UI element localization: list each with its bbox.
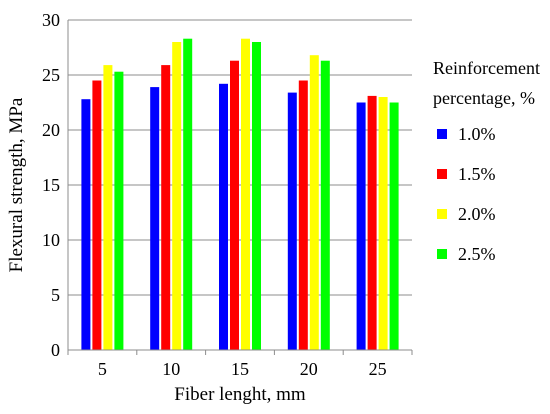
legend-label: 2.5% [458, 244, 496, 264]
bar-1-5pct-cat-10 [161, 65, 171, 350]
gridlines [68, 19, 412, 296]
bar-2-5pct-cat-15 [252, 42, 261, 350]
bar-2-5pct-cat-10 [183, 38, 193, 350]
bar-1-0pct-cat-25 [356, 102, 366, 350]
bar-2-0pct-cat-20 [309, 55, 319, 350]
y-tick-label: 0 [51, 340, 60, 360]
x-tick-label: 15 [231, 359, 249, 379]
legend: Reinforcement percentage, % 1.0% 1.5% 2.0%… [433, 58, 540, 264]
y-tick-label: 5 [51, 285, 60, 305]
x-tick-label: 5 [98, 359, 107, 379]
bar-2-5pct-cat-5 [114, 71, 124, 350]
legend-label: 2.0% [458, 204, 496, 224]
y-tick-label: 10 [42, 230, 60, 250]
bar-2-5pct-cat-20 [320, 60, 330, 350]
y-tick-label: 20 [42, 120, 60, 140]
y-tick-labels: 0 5 10 15 20 25 30 [42, 10, 60, 360]
legend-swatch [437, 169, 447, 179]
bar-1-5pct-cat-20 [298, 80, 308, 350]
bar-2-0pct-cat-10 [172, 42, 182, 350]
bar-1-5pct-cat-25 [367, 95, 377, 351]
bar-1-0pct-cat-5 [81, 99, 91, 350]
bar-1-0pct-cat-10 [150, 87, 160, 350]
bar-1-0pct-cat-15 [219, 83, 228, 351]
y-tick-label: 30 [42, 10, 60, 30]
bar-2-5pct-cat-25 [389, 102, 399, 350]
legend-swatch [437, 129, 447, 139]
legend-items: 1.0% 1.5% 2.0% 2.5% [437, 124, 496, 264]
y-axis-label: Flexural strength, MPa [6, 97, 27, 272]
bar-2-0pct-cat-15 [241, 38, 250, 350]
legend-title-line-1: Reinforcement [433, 58, 540, 78]
bar-2-0pct-cat-25 [378, 97, 388, 350]
bar-1-5pct-cat-5 [92, 80, 102, 350]
x-tick-label: 10 [162, 359, 180, 379]
legend-swatch [437, 249, 447, 259]
bars [81, 38, 399, 351]
legend-swatch [437, 209, 447, 219]
legend-label: 1.0% [458, 124, 496, 144]
bar-2-0pct-cat-5 [103, 65, 113, 350]
x-tick-labels: 5 10 15 20 25 [98, 359, 387, 379]
bar-1-5pct-cat-15 [230, 60, 239, 350]
bar-1-0pct-cat-20 [287, 92, 297, 350]
x-tick-label: 25 [369, 359, 387, 379]
x-axis-label: Fiber lenght, mm [174, 384, 306, 405]
y-tick-label: 15 [42, 175, 60, 195]
axes [67, 20, 413, 355]
x-tick-label: 20 [300, 359, 318, 379]
y-tick-label: 25 [42, 65, 60, 85]
legend-title-line-2: percentage, % [433, 88, 535, 108]
legend-label: 1.5% [458, 164, 496, 184]
